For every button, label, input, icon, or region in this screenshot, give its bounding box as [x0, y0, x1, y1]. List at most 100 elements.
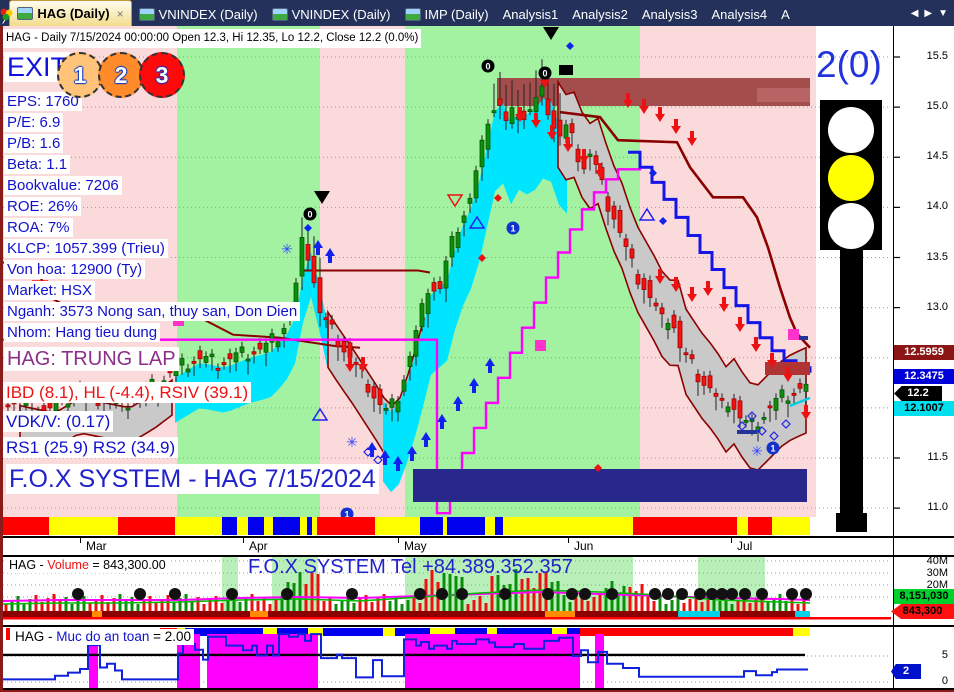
info-line: KLCP: 1057.399 (Trieu)	[4, 239, 168, 258]
tab-vnindex-daily-[interactable]: VNINDEX (Daily)	[265, 3, 398, 26]
safety-title-symbol: HAG -	[15, 629, 57, 644]
safety-pane-top-border	[0, 625, 954, 627]
price-badge: 12.1007	[894, 401, 954, 416]
info-line: ROA: 7%	[4, 218, 73, 237]
date-label-jul: Jul	[737, 539, 753, 553]
tab-bar: )HAG (Daily)×VNINDEX (Daily)VNINDEX (Dai…	[0, 0, 954, 26]
tab-analysis1[interactable]: Analysis1	[0, 3, 566, 26]
volume-title-indicator: Volume	[47, 558, 89, 572]
traffic-light-top	[828, 107, 874, 153]
main-chart-canvas[interactable]: ✳ ✳ ✳ 0 0 0 1 1 1	[0, 26, 954, 536]
volume-watermark: F.O.X SYSTEM Tel +84.389.352.357	[248, 556, 573, 578]
date-tick	[568, 536, 569, 543]
tab-label: A	[781, 7, 790, 22]
date-label-may: May	[404, 539, 427, 553]
svg-text:1: 1	[770, 444, 775, 454]
ibd-indicator-label: IBD (8.1), HL (-4.4), RSIV (39.1)	[3, 382, 252, 403]
safety-tick-label: 5	[941, 649, 948, 661]
volume-title: HAG - Volume = 843,300.00	[6, 558, 169, 573]
tab-label: Analysis1	[502, 7, 559, 22]
svg-text:✳: ✳	[751, 443, 763, 459]
fox-system-label: F.O.X SYSTEM - HAG 7/15/2024	[6, 464, 379, 494]
price-tick-label: 15.5	[926, 50, 948, 62]
chart-icon	[271, 8, 288, 21]
price-tick-label: 14.0	[926, 200, 948, 213]
svg-text:✳: ✳	[346, 434, 358, 450]
bottom-border	[0, 688, 954, 690]
price-badge: 12.3475	[894, 369, 954, 384]
info-line: Market: HSX	[4, 281, 96, 300]
tab-label: VNINDEX (Daily)	[158, 7, 258, 22]
trend-status-label: HAG: TRUNG LAP	[4, 347, 179, 371]
chart-title: HAG - Daily 7/15/2024 00:00:00 Open 12.3…	[3, 29, 422, 48]
price-tick-label: 11.0	[927, 501, 948, 514]
window-bottom-border	[0, 690, 954, 692]
safety-value-badge: 2	[891, 664, 921, 679]
tab-imp-daily-[interactable]: IMP (Daily)	[398, 3, 496, 26]
safety-tick-label: 0	[941, 675, 948, 687]
svg-text:0: 0	[542, 69, 547, 79]
svg-text:0: 0	[307, 210, 312, 220]
date-tick	[243, 536, 244, 543]
info-line: Bookvalue: 7206	[4, 176, 122, 195]
tab-label: Analysis2	[572, 7, 628, 22]
date-label-jun: Jun	[574, 539, 594, 553]
volume-tick-label: 20M	[926, 579, 948, 591]
tab-label: Analysis3	[641, 7, 698, 22]
safety-title: HAG - Muc do an toan = 2.00	[12, 629, 195, 645]
chart-icon	[138, 8, 155, 21]
price-tick-label: 15.0	[926, 100, 948, 113]
tab-hag-daily-[interactable]: HAG (Daily) ×	[9, 0, 132, 26]
info-line: EPS: 1760	[4, 92, 82, 111]
tab-analysis4[interactable]: Analysis4	[0, 3, 775, 26]
traffic-light-pole	[840, 250, 863, 516]
price-axis-line	[893, 26, 894, 690]
volume-pane-top-border	[0, 555, 954, 557]
chart-icon	[404, 8, 421, 21]
svg-text:1: 1	[344, 510, 349, 520]
date-tick	[731, 536, 732, 543]
svg-text:1: 1	[510, 224, 515, 234]
tab-vnindex-daily-[interactable]: VNINDEX (Daily)	[132, 3, 265, 26]
volume-title-value: = 843,300.00	[88, 558, 166, 572]
info-line: Nhom: Hang tieu dung	[4, 323, 161, 342]
tab-label: HAG (Daily)	[37, 6, 110, 21]
date-tick	[80, 536, 81, 543]
price-tick-label: 13.5	[926, 250, 948, 263]
date-axis-top-border	[0, 536, 954, 538]
chart-icon	[17, 7, 34, 20]
volume-tick-label: 30M	[926, 567, 948, 579]
price-badge: 12.2	[894, 386, 942, 401]
tab-nav-controls: ◀ ▶ ▼	[905, 0, 954, 26]
signal-circle-3: 3	[139, 52, 185, 98]
tab-analysis2[interactable]: Analysis2	[0, 3, 635, 26]
price-tick-label: 11.5	[927, 451, 948, 463]
date-label-mar: Mar	[86, 539, 107, 553]
tab-scroll-left-icon[interactable]: ◀	[910, 7, 919, 19]
price-tick-label: 14.5	[926, 150, 948, 163]
info-line: Nganh: 3573 Nong san, thuy san, Don Dien	[4, 302, 301, 321]
signal-circle-1: 1	[57, 52, 103, 98]
tab-scroll-right-icon[interactable]: ▶	[924, 7, 933, 19]
tab-menu-icon[interactable]: ▼	[938, 7, 948, 19]
tab-label: VNINDEX (Daily)	[291, 7, 391, 22]
date-label-apr: Apr	[249, 539, 268, 553]
tab-analysis3[interactable]: Analysis3	[0, 3, 705, 26]
price-tick-label: 13.0	[926, 300, 948, 313]
traffic-light-bottom	[828, 203, 874, 249]
traffic-light-middle	[828, 155, 874, 201]
analysis-icon	[0, 8, 13, 21]
tab-label: Analysis4	[711, 7, 768, 22]
volume-tick-label: 40M	[926, 555, 948, 567]
tab-close-icon[interactable]: ×	[116, 6, 124, 21]
volume-title-symbol: HAG -	[9, 558, 48, 572]
signal-circle-2: 2	[98, 52, 144, 98]
tab-a[interactable]: A	[0, 3, 797, 26]
traffic-light-base	[836, 513, 867, 532]
date-tick	[398, 536, 399, 543]
window-left-border	[0, 26, 3, 692]
price-badge: 12.5959	[894, 345, 954, 360]
volume-value-badge: 843,300	[891, 604, 954, 619]
volume-chart-canvas[interactable]	[0, 556, 954, 622]
svg-text:✳: ✳	[281, 241, 293, 257]
